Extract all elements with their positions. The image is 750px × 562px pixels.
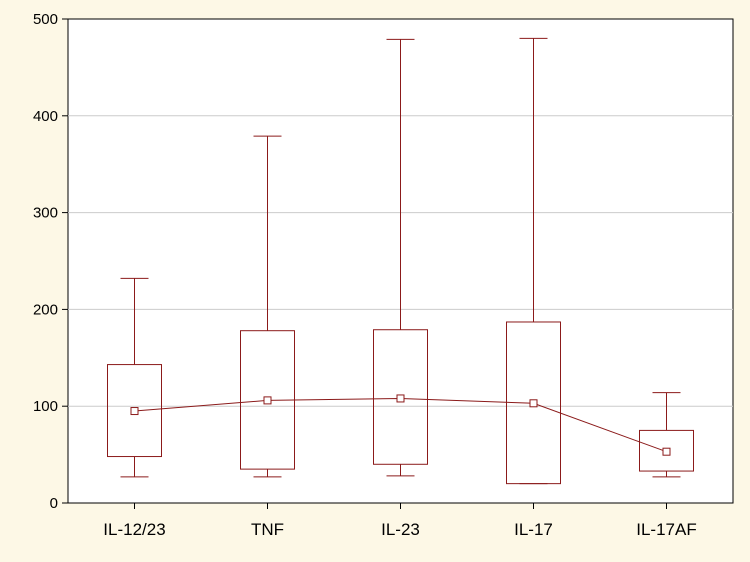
median-marker — [396, 394, 405, 403]
median-marker — [529, 399, 538, 408]
x-tick-label: TNF — [251, 520, 284, 539]
box-il-23 — [373, 38, 428, 477]
median-line — [130, 394, 671, 456]
y-tick-label: 100 — [33, 398, 58, 415]
median-marker — [263, 396, 272, 405]
y-tick-label: 500 — [33, 11, 58, 28]
iqr-box — [373, 329, 428, 465]
x-tick-label: IL-17 — [514, 520, 553, 539]
y-axis: 0 100 200 300 400 500 — [33, 11, 68, 512]
median-marker — [662, 447, 671, 456]
median-marker — [130, 407, 139, 416]
y-tick-label: 200 — [33, 301, 58, 318]
iqr-box — [639, 429, 694, 472]
box-series — [107, 37, 694, 485]
box-il-12-23 — [107, 277, 162, 478]
x-tick-label: IL-17AF — [636, 520, 696, 539]
y-tick-label: 300 — [33, 205, 58, 222]
iqr-box — [107, 364, 162, 458]
y-tick-label: 400 — [33, 108, 58, 125]
y-tick-label: 0 — [50, 495, 58, 512]
x-axis: IL-12/23 TNF IL-23 IL-17 IL-17AF — [103, 503, 697, 539]
x-tick-label: IL-23 — [381, 520, 420, 539]
x-tick-label: IL-12/23 — [103, 520, 165, 539]
box-il-17af — [639, 392, 694, 478]
